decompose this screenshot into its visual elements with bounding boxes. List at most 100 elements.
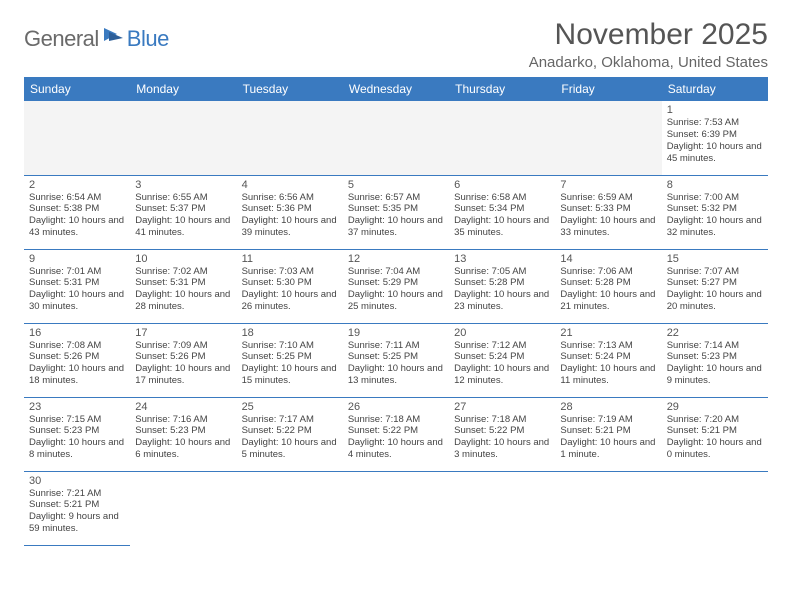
daylight: Daylight: 10 hours and 32 minutes. — [667, 215, 763, 239]
day-info: Sunrise: 6:54 AMSunset: 5:38 PMDaylight:… — [29, 192, 125, 240]
calendar-cell: 17Sunrise: 7:09 AMSunset: 5:26 PMDayligh… — [130, 323, 236, 397]
sunrise: Sunrise: 7:18 AM — [348, 414, 444, 426]
day-number: 7 — [560, 179, 656, 191]
day-info: Sunrise: 7:03 AMSunset: 5:30 PMDaylight:… — [242, 266, 338, 314]
logo: General Blue — [24, 26, 169, 52]
daylight: Daylight: 10 hours and 20 minutes. — [667, 289, 763, 313]
day-number: 19 — [348, 327, 444, 339]
sunrise: Sunrise: 7:12 AM — [454, 340, 550, 352]
sunset: Sunset: 5:24 PM — [454, 351, 550, 363]
day-number: 11 — [242, 253, 338, 265]
calendar-cell — [237, 101, 343, 175]
day-number: 12 — [348, 253, 444, 265]
calendar-cell: 8Sunrise: 7:00 AMSunset: 5:32 PMDaylight… — [662, 175, 768, 249]
day-info: Sunrise: 7:19 AMSunset: 5:21 PMDaylight:… — [560, 414, 656, 462]
day-header: Friday — [555, 77, 661, 101]
sunset: Sunset: 5:30 PM — [242, 277, 338, 289]
sunrise: Sunrise: 7:53 AM — [667, 117, 763, 129]
sunrise: Sunrise: 6:54 AM — [29, 192, 125, 204]
day-info: Sunrise: 7:13 AMSunset: 5:24 PMDaylight:… — [560, 340, 656, 388]
sunset: Sunset: 5:21 PM — [560, 425, 656, 437]
sunrise: Sunrise: 7:11 AM — [348, 340, 444, 352]
calendar-cell: 18Sunrise: 7:10 AMSunset: 5:25 PMDayligh… — [237, 323, 343, 397]
calendar-cell: 16Sunrise: 7:08 AMSunset: 5:26 PMDayligh… — [24, 323, 130, 397]
day-info: Sunrise: 7:05 AMSunset: 5:28 PMDaylight:… — [454, 266, 550, 314]
sunset: Sunset: 5:28 PM — [560, 277, 656, 289]
daylight: Daylight: 10 hours and 39 minutes. — [242, 215, 338, 239]
sunrise: Sunrise: 7:05 AM — [454, 266, 550, 278]
day-header: Saturday — [662, 77, 768, 101]
sunset: Sunset: 5:36 PM — [242, 203, 338, 215]
calendar-cell — [449, 101, 555, 175]
day-info: Sunrise: 7:01 AMSunset: 5:31 PMDaylight:… — [29, 266, 125, 314]
day-number: 22 — [667, 327, 763, 339]
sunset: Sunset: 5:35 PM — [348, 203, 444, 215]
day-number: 6 — [454, 179, 550, 191]
sunrise: Sunrise: 7:18 AM — [454, 414, 550, 426]
sunset: Sunset: 5:27 PM — [667, 277, 763, 289]
sunrise: Sunrise: 7:19 AM — [560, 414, 656, 426]
calendar-cell — [449, 471, 555, 545]
calendar-cell: 3Sunrise: 6:55 AMSunset: 5:37 PMDaylight… — [130, 175, 236, 249]
sunrise: Sunrise: 7:17 AM — [242, 414, 338, 426]
daylight: Daylight: 10 hours and 12 minutes. — [454, 363, 550, 387]
sunrise: Sunrise: 7:20 AM — [667, 414, 763, 426]
day-info: Sunrise: 7:06 AMSunset: 5:28 PMDaylight:… — [560, 266, 656, 314]
day-info: Sunrise: 7:21 AMSunset: 5:21 PMDaylight:… — [29, 488, 125, 536]
sunrise: Sunrise: 6:58 AM — [454, 192, 550, 204]
day-info: Sunrise: 7:16 AMSunset: 5:23 PMDaylight:… — [135, 414, 231, 462]
day-info: Sunrise: 7:12 AMSunset: 5:24 PMDaylight:… — [454, 340, 550, 388]
day-header: Monday — [130, 77, 236, 101]
sunrise: Sunrise: 6:57 AM — [348, 192, 444, 204]
calendar-cell: 19Sunrise: 7:11 AMSunset: 5:25 PMDayligh… — [343, 323, 449, 397]
daylight: Daylight: 10 hours and 45 minutes. — [667, 141, 763, 165]
day-number: 17 — [135, 327, 231, 339]
daylight: Daylight: 10 hours and 37 minutes. — [348, 215, 444, 239]
sunrise: Sunrise: 7:03 AM — [242, 266, 338, 278]
day-info: Sunrise: 7:17 AMSunset: 5:22 PMDaylight:… — [242, 414, 338, 462]
sunset: Sunset: 5:22 PM — [348, 425, 444, 437]
sunrise: Sunrise: 7:14 AM — [667, 340, 763, 352]
daylight: Daylight: 10 hours and 1 minute. — [560, 437, 656, 461]
title-block: November 2025 Anadarko, Oklahoma, United… — [529, 18, 768, 71]
calendar-cell — [662, 471, 768, 545]
daylight: Daylight: 10 hours and 30 minutes. — [29, 289, 125, 313]
sunset: Sunset: 5:23 PM — [29, 425, 125, 437]
day-info: Sunrise: 7:09 AMSunset: 5:26 PMDaylight:… — [135, 340, 231, 388]
day-info: Sunrise: 7:20 AMSunset: 5:21 PMDaylight:… — [667, 414, 763, 462]
calendar-cell — [237, 471, 343, 545]
daylight: Daylight: 10 hours and 11 minutes. — [560, 363, 656, 387]
day-header-row: Sunday Monday Tuesday Wednesday Thursday… — [24, 77, 768, 101]
day-number: 23 — [29, 401, 125, 413]
calendar-cell: 4Sunrise: 6:56 AMSunset: 5:36 PMDaylight… — [237, 175, 343, 249]
calendar-cell — [343, 101, 449, 175]
day-info: Sunrise: 6:56 AMSunset: 5:36 PMDaylight:… — [242, 192, 338, 240]
sunrise: Sunrise: 7:13 AM — [560, 340, 656, 352]
sunset: Sunset: 5:22 PM — [454, 425, 550, 437]
daylight: Daylight: 10 hours and 9 minutes. — [667, 363, 763, 387]
sunset: Sunset: 5:23 PM — [135, 425, 231, 437]
logo-text-a: General — [24, 26, 99, 52]
sunset: Sunset: 5:23 PM — [667, 351, 763, 363]
day-header: Sunday — [24, 77, 130, 101]
sunrise: Sunrise: 6:56 AM — [242, 192, 338, 204]
day-number: 25 — [242, 401, 338, 413]
location: Anadarko, Oklahoma, United States — [529, 54, 768, 71]
month-title: November 2025 — [529, 18, 768, 52]
daylight: Daylight: 10 hours and 5 minutes. — [242, 437, 338, 461]
calendar-cell: 27Sunrise: 7:18 AMSunset: 5:22 PMDayligh… — [449, 397, 555, 471]
daylight: Daylight: 10 hours and 15 minutes. — [242, 363, 338, 387]
calendar-cell: 26Sunrise: 7:18 AMSunset: 5:22 PMDayligh… — [343, 397, 449, 471]
day-number: 15 — [667, 253, 763, 265]
calendar-cell: 9Sunrise: 7:01 AMSunset: 5:31 PMDaylight… — [24, 249, 130, 323]
calendar-row: 2Sunrise: 6:54 AMSunset: 5:38 PMDaylight… — [24, 175, 768, 249]
sunset: Sunset: 5:33 PM — [560, 203, 656, 215]
sunset: Sunset: 5:26 PM — [29, 351, 125, 363]
day-number: 14 — [560, 253, 656, 265]
daylight: Daylight: 10 hours and 33 minutes. — [560, 215, 656, 239]
calendar-cell: 1Sunrise: 7:53 AMSunset: 6:39 PMDaylight… — [662, 101, 768, 175]
daylight: Daylight: 10 hours and 23 minutes. — [454, 289, 550, 313]
day-number: 1 — [667, 104, 763, 116]
sunset: Sunset: 5:31 PM — [135, 277, 231, 289]
sunrise: Sunrise: 7:01 AM — [29, 266, 125, 278]
